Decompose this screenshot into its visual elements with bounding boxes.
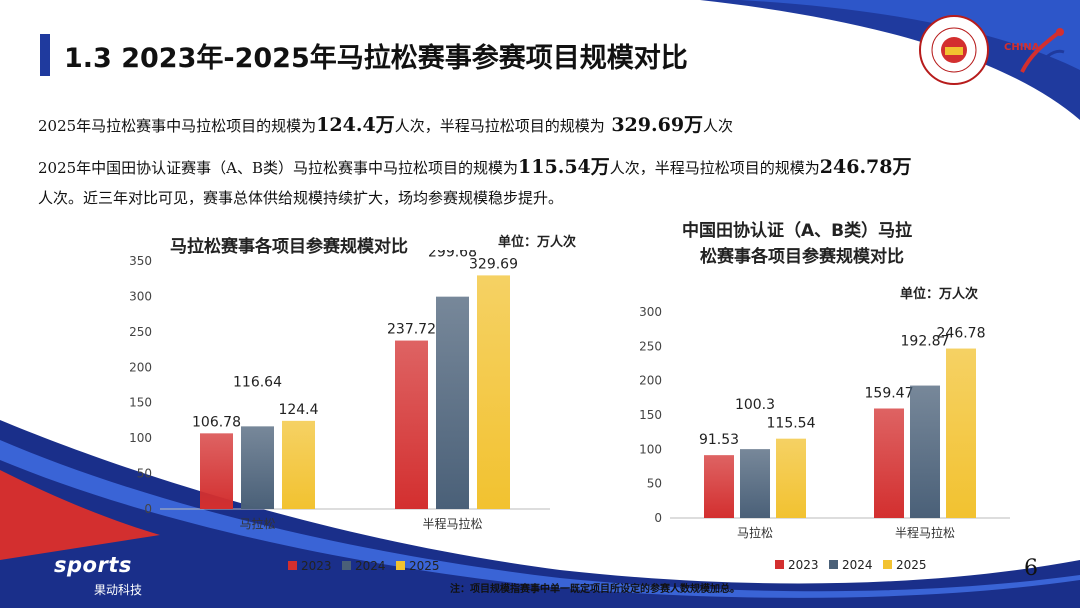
data-label: 159.47 xyxy=(865,385,914,401)
summary-line-1: 2025年马拉松赛事中马拉松项目的规模为124.4万人次，半程马拉松项目的规模为… xyxy=(38,110,733,137)
legend-label-2023: 2023 xyxy=(301,559,332,573)
chart2-plot: 0 50 100 150 200 250 300 91.53 100.3 115.54 马拉松 159… xyxy=(639,305,1010,572)
bar-2024-1 xyxy=(910,385,940,518)
summary-line-1-value-2: 329.69万 xyxy=(604,114,704,136)
y-tick-label: 150 xyxy=(639,408,662,422)
page-title: 1.3 2023年-2025年马拉松赛事参赛项目规模对比 xyxy=(64,43,688,74)
data-label: 106.78 xyxy=(192,414,241,430)
summary-line-1-text-b: 人次，半程马拉松项目的规模为 xyxy=(394,117,605,135)
data-label: 246.78 xyxy=(937,326,986,342)
summary-line-1-value-1: 124.4万 xyxy=(316,114,395,136)
y-tick-label: 100 xyxy=(129,431,152,445)
brand-subtitle: 果动科技 xyxy=(94,583,143,597)
chart1-title: 马拉松赛事各项目参赛规模对比 xyxy=(170,237,408,257)
summary-line-2-value-2: 246.78万 xyxy=(819,156,912,178)
footnote: 注：项目规模指赛事中单一既定项目所设定的参赛人数规模加总。 xyxy=(450,584,740,595)
y-tick-label: 250 xyxy=(129,325,152,339)
top-right-swoosh-highlight xyxy=(740,0,1080,70)
chart1-plot: 0 50 100 150 200 250 300 350 106.78 116.64 124.4 马拉… xyxy=(129,250,550,573)
legend-label-2023: 2023 xyxy=(788,558,819,572)
bottom-left-swoosh-light xyxy=(0,440,1080,598)
data-label: 124.4 xyxy=(278,402,318,418)
brand-name: sports xyxy=(54,553,132,577)
china-logo-text: CHINA xyxy=(1004,42,1040,53)
y-tick-label: 300 xyxy=(129,289,152,303)
x-category-label: 马拉松 xyxy=(737,525,773,540)
x-category-label: 半程马拉松 xyxy=(422,516,482,531)
y-tick-label: 50 xyxy=(137,467,152,481)
data-label: 116.64 xyxy=(233,374,282,390)
legend-label-2024: 2024 xyxy=(842,558,873,572)
page-number: 6 xyxy=(1024,556,1038,581)
bottom-left-swoosh-red xyxy=(0,470,160,560)
y-tick-label: 150 xyxy=(129,396,152,410)
legend-swatch-2023 xyxy=(288,561,297,570)
y-tick-label: 200 xyxy=(129,360,152,374)
data-label: 329.69 xyxy=(469,256,518,272)
athletics-association-logo xyxy=(919,15,989,85)
bar-2023-0 xyxy=(200,433,233,509)
y-tick-label: 0 xyxy=(144,502,152,516)
legend-label-2025: 2025 xyxy=(896,558,927,572)
summary-line-2-text-b: 人次，半程马拉松项目的规模为 xyxy=(609,159,820,177)
data-label: 91.53 xyxy=(699,432,739,448)
bar-2024-0 xyxy=(740,449,770,518)
brand-logo: sports 果动科技 xyxy=(54,553,142,597)
summary-line-2-value-1: 115.54万 xyxy=(518,156,610,178)
y-tick-label: 300 xyxy=(639,305,662,319)
chart2-title-line-2: 松赛事各项目参赛规模对比 xyxy=(700,247,904,267)
bar-2025-0 xyxy=(776,438,806,518)
legend-swatch-2025 xyxy=(883,560,892,569)
chart2-unit: 单位：万人次 xyxy=(900,287,979,302)
bar-2024-1 xyxy=(436,296,469,509)
bar-2025-1 xyxy=(477,275,510,509)
data-label: 192.87 xyxy=(901,334,950,350)
chart2-title-line-1: 中国田协认证（A、B类）马拉 xyxy=(682,221,913,241)
y-tick-label: 350 xyxy=(129,254,152,268)
summary-line-2-text-a: 2025年中国田协认证赛事（A、B类）马拉松赛事中马拉松项目的规模为 xyxy=(38,159,519,177)
legend-swatch-2023 xyxy=(775,560,784,569)
y-tick-label: 200 xyxy=(639,374,662,388)
china-athletics-logo: CHINA xyxy=(1004,28,1065,73)
summary-line-3: 人次。近三年对比可见，赛事总体供给规模持续扩大，场均参赛规模稳步提升。 xyxy=(38,189,564,207)
legend-swatch-2024 xyxy=(342,561,351,570)
legend-swatch-2024 xyxy=(829,560,838,569)
legend-label-2025: 2025 xyxy=(409,559,440,573)
summary-line-1-text-a: 2025年马拉松赛事中马拉松项目的规模为 xyxy=(38,117,317,135)
legend-label-2024: 2024 xyxy=(355,559,386,573)
bottom-left-swoosh xyxy=(0,420,1080,608)
title-bar: 1.3 2023年-2025年马拉松赛事参赛项目规模对比 xyxy=(40,30,800,80)
data-label: 100.3 xyxy=(735,397,775,413)
legend-swatch-2025 xyxy=(396,561,405,570)
chart1-unit: 单位：万人次 xyxy=(498,235,577,250)
bar-2023-1 xyxy=(395,340,428,509)
bar-2024-0 xyxy=(241,426,274,509)
y-tick-label: 100 xyxy=(639,442,662,456)
title-accent-bar xyxy=(40,34,50,76)
bar-2025-1 xyxy=(946,348,976,518)
x-category-label: 马拉松 xyxy=(239,516,275,531)
bar-2023-1 xyxy=(874,408,904,518)
bar-2023-0 xyxy=(704,455,734,518)
y-tick-label: 250 xyxy=(639,339,662,353)
bar-2025-0 xyxy=(282,420,315,509)
x-category-label: 半程马拉松 xyxy=(895,525,955,540)
y-tick-label: 50 xyxy=(647,477,662,491)
data-label: 237.72 xyxy=(387,322,436,338)
data-label: 299.68 xyxy=(428,250,477,261)
y-tick-label: 0 xyxy=(654,511,662,525)
summary-line-2: 2025年中国田协认证赛事（A、B类）马拉松赛事中马拉松项目的规模为115.54… xyxy=(38,152,912,179)
data-label: 115.54 xyxy=(767,416,816,432)
summary-line-1-text-c: 人次 xyxy=(703,117,734,135)
